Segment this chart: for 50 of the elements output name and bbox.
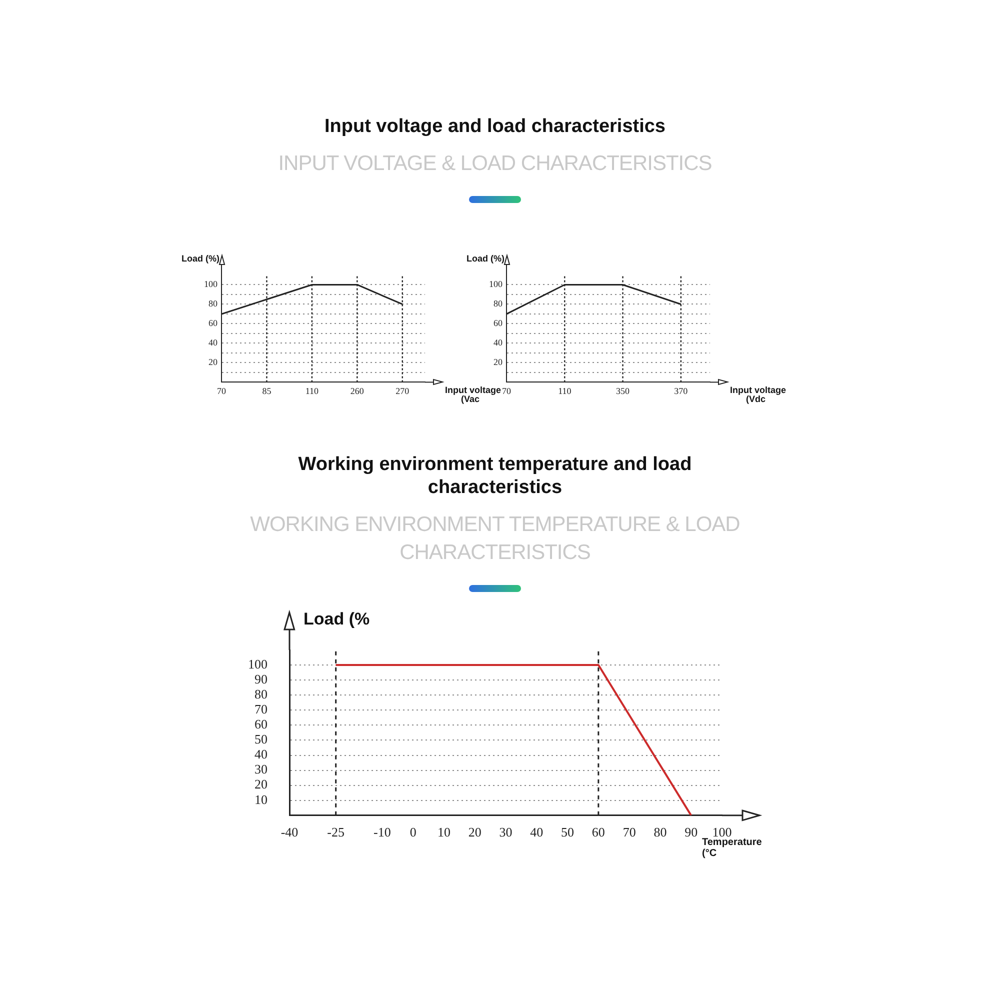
y-axis-title: Load (%) <box>466 253 504 264</box>
x-axis-title: Input voltage (Vac <box>445 385 501 404</box>
x-tick-label: -10 <box>374 824 391 840</box>
x-tick-label: 370 <box>674 386 688 396</box>
y-axis-title: Load (%) <box>182 253 220 264</box>
y-tick-label: 100 <box>248 656 268 672</box>
y-tick-label: 20 <box>208 357 218 368</box>
x-tick-label: 40 <box>530 824 544 840</box>
y-axis-title: Load (% <box>304 610 370 629</box>
x-tick-label: 50 <box>561 824 574 840</box>
x-tick-label: 70 <box>502 386 512 396</box>
y-tick-label: 40 <box>254 746 268 762</box>
y-tick-label: 40 <box>208 338 218 348</box>
y-tick-label: 90 <box>254 671 268 686</box>
x-tick-label: -25 <box>327 824 345 840</box>
x-tick-label: 90 <box>684 824 698 840</box>
y-tick-label: 60 <box>494 318 503 328</box>
y-tick-label: 20 <box>494 357 503 368</box>
chart-title: Working environment temperature and load characteristics <box>297 453 693 499</box>
x-tick-label: 10 <box>437 824 450 840</box>
x-tick-label: 260 <box>350 386 364 396</box>
x-tick-label: 110 <box>558 386 572 396</box>
y-tick-label: 100 <box>204 279 218 290</box>
x-axis-title: Input voltage (Vdc <box>730 385 786 404</box>
x-tick-label: 60 <box>592 824 605 840</box>
x-tick-label: 100 <box>712 824 732 840</box>
x-tick-label: 85 <box>262 386 272 396</box>
x-tick-label: 110 <box>305 386 320 396</box>
x-tick-label: -40 <box>280 824 298 840</box>
y-tick-label: 30 <box>254 762 268 777</box>
x-axis-title: Temperature (°C <box>702 837 762 860</box>
text: Input voltage and load characteristics <box>323 115 667 138</box>
y-tick-label: 60 <box>254 716 268 732</box>
y-tick-label: 60 <box>208 318 218 328</box>
x-tick-label: 70 <box>622 824 636 840</box>
x-tick-label: 0 <box>410 824 416 840</box>
y-tick-label: 80 <box>208 298 218 309</box>
y-tick-label: 100 <box>489 279 503 290</box>
y-tick-label: 50 <box>254 732 268 747</box>
x-tick-label: 350 <box>616 386 630 396</box>
x-tick-label: 20 <box>468 824 482 840</box>
x-tick-label: 70 <box>217 386 226 396</box>
y-tick-label: 70 <box>254 702 268 717</box>
y-tick-label: 10 <box>254 792 268 807</box>
y-tick-label: 80 <box>494 298 503 309</box>
y-tick-label: 40 <box>494 338 503 348</box>
x-tick-label: 270 <box>396 386 410 396</box>
y-tick-label: 20 <box>254 776 268 792</box>
x-tick-label: 80 <box>654 824 667 840</box>
y-tick-label: 80 <box>254 686 268 702</box>
